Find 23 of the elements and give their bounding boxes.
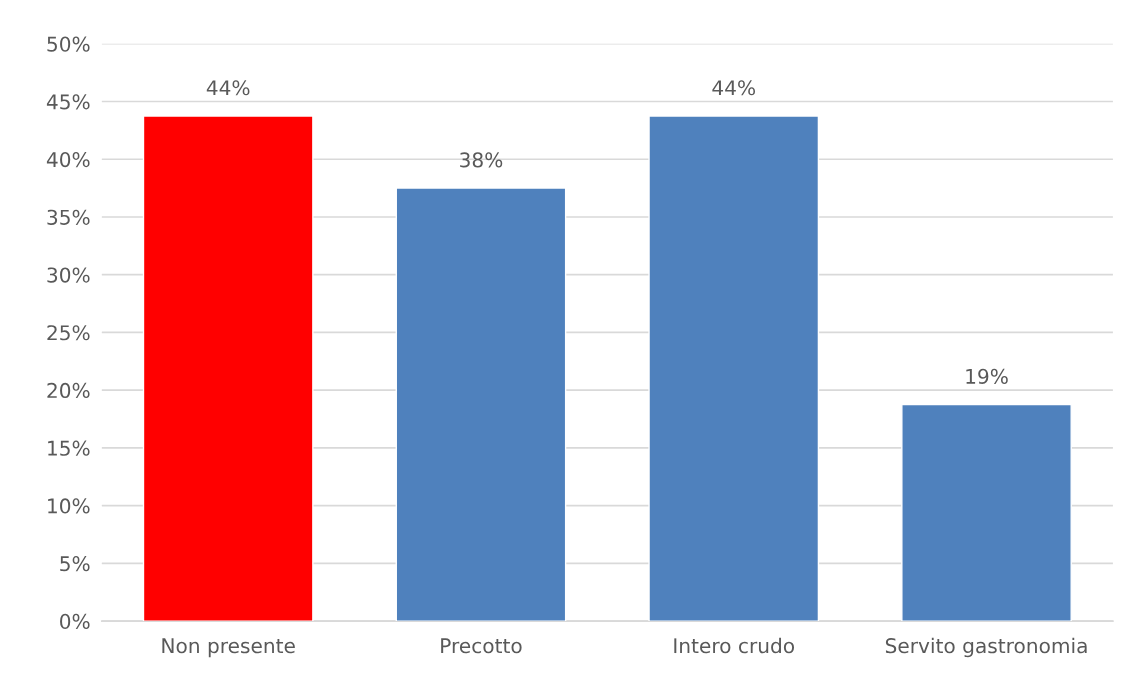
y-tick-label: 40% <box>46 151 90 168</box>
y-tick-label: 50% <box>47 36 90 52</box>
bar <box>395 187 567 622</box>
x-tick-label: Non presente <box>162 638 295 658</box>
y-tick-label: 15% <box>48 440 90 456</box>
bar <box>901 403 1072 622</box>
y-tick-label: 0% <box>60 613 90 630</box>
data-label: 19% <box>966 368 1008 385</box>
x-tick-label: Servito gastronomia <box>885 637 1087 658</box>
y-tick-label: 25% <box>47 325 90 341</box>
x-tick-label: Intero crudo <box>674 637 795 654</box>
bar <box>142 115 314 622</box>
data-label: 44% <box>712 80 756 96</box>
y-tick-label: 45% <box>46 94 90 110</box>
y-tick-label: 10% <box>48 498 90 514</box>
y-tick-label: 35% <box>47 209 90 225</box>
data-label: 44% <box>206 80 250 96</box>
y-tick-label: 20% <box>47 382 90 399</box>
y-tick-label: 30% <box>47 267 90 283</box>
x-tick-label: Precotto <box>441 638 522 654</box>
y-tick-label: 5% <box>60 556 90 572</box>
data-label: 38% <box>460 152 503 168</box>
bar <box>648 115 820 622</box>
